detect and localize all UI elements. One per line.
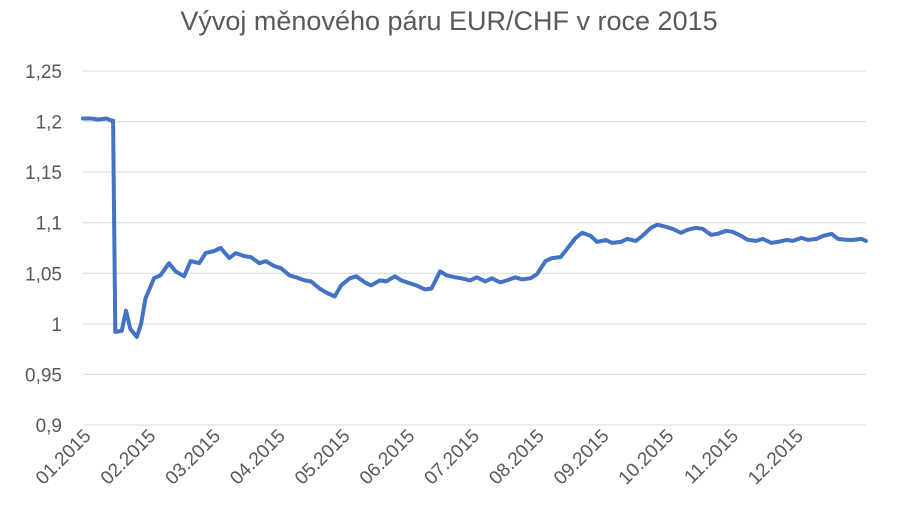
gridlines — [83, 70, 866, 426]
y-tick-label: 1,15 — [25, 163, 62, 184]
x-axis-tick-labels: 01.2015 02.2015 03.2015 04.2015 05.2015 06.20… — [32, 426, 808, 489]
y-tick-label: 1,1 — [36, 214, 62, 235]
y-axis-tick-labels: 0,9 0,95 1 1,05 1,1 1,15 1,2 1,25 — [25, 62, 62, 437]
series-line — [81, 116, 868, 339]
x-tick-label: 04.2015 — [226, 426, 289, 489]
x-tick-label: 03.2015 — [162, 426, 225, 489]
y-tick-label: 0,9 — [36, 416, 62, 437]
x-tick-label: 11.2015 — [681, 426, 743, 488]
y-tick-label: 1,05 — [25, 264, 62, 285]
y-tick-label: 1,2 — [36, 113, 62, 134]
x-tick-label: 08.2015 — [485, 426, 548, 489]
x-tick-label: 05.2015 — [291, 426, 354, 489]
x-tick-label: 12.2015 — [744, 426, 807, 489]
y-tick-label: 1,25 — [25, 62, 62, 83]
x-tick-label: 09.2015 — [550, 426, 613, 489]
chart-title: Vývoj měnového páru EUR/CHF v roce 2015 — [180, 6, 717, 36]
y-tick-label: 1 — [51, 315, 62, 336]
y-tick-label: 0,95 — [25, 365, 62, 386]
x-tick-label: 10.2015 — [615, 426, 678, 489]
x-tick-label: 06.2015 — [356, 426, 419, 489]
x-tick-label: 07.2015 — [421, 426, 484, 489]
x-tick-label: 02.2015 — [97, 426, 160, 489]
